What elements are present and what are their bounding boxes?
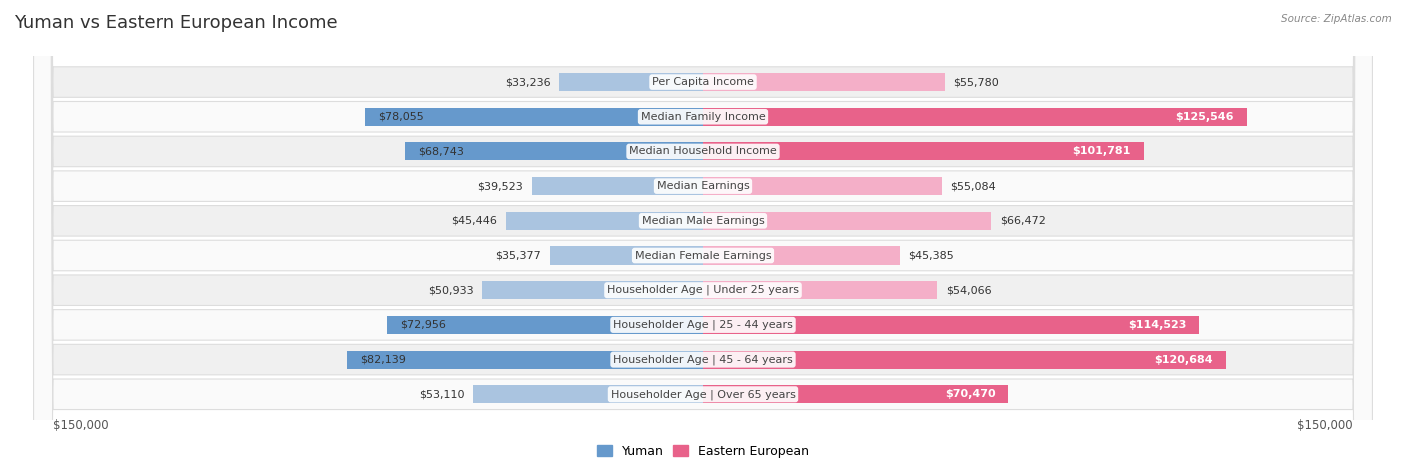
Text: $53,110: $53,110 bbox=[419, 389, 464, 399]
Bar bbox=[560, 73, 703, 91]
Text: $33,236: $33,236 bbox=[505, 77, 550, 87]
Bar bbox=[703, 281, 938, 299]
Text: $120,684: $120,684 bbox=[1154, 354, 1213, 365]
Text: Median Family Income: Median Family Income bbox=[641, 112, 765, 122]
Text: Median Household Income: Median Household Income bbox=[628, 147, 778, 156]
FancyBboxPatch shape bbox=[34, 0, 1372, 467]
Bar bbox=[405, 142, 703, 161]
Bar bbox=[703, 177, 942, 195]
FancyBboxPatch shape bbox=[34, 0, 1372, 467]
Text: $125,546: $125,546 bbox=[1175, 112, 1234, 122]
Text: $150,000: $150,000 bbox=[53, 418, 108, 432]
Text: Householder Age | Under 25 years: Householder Age | Under 25 years bbox=[607, 285, 799, 296]
FancyBboxPatch shape bbox=[34, 0, 1372, 467]
Text: $72,956: $72,956 bbox=[399, 320, 446, 330]
Bar bbox=[703, 212, 991, 230]
Text: $68,743: $68,743 bbox=[418, 147, 464, 156]
Text: $50,933: $50,933 bbox=[427, 285, 474, 295]
Text: $101,781: $101,781 bbox=[1073, 147, 1130, 156]
Bar bbox=[506, 212, 703, 230]
Text: Householder Age | 45 - 64 years: Householder Age | 45 - 64 years bbox=[613, 354, 793, 365]
Bar bbox=[703, 385, 1008, 403]
Bar bbox=[703, 316, 1199, 334]
Bar bbox=[703, 351, 1226, 368]
Text: Yuman vs Eastern European Income: Yuman vs Eastern European Income bbox=[14, 14, 337, 32]
Text: Source: ZipAtlas.com: Source: ZipAtlas.com bbox=[1281, 14, 1392, 24]
Text: $55,084: $55,084 bbox=[950, 181, 995, 191]
FancyBboxPatch shape bbox=[34, 0, 1372, 467]
Text: $35,377: $35,377 bbox=[495, 250, 541, 261]
Bar bbox=[703, 73, 945, 91]
FancyBboxPatch shape bbox=[34, 0, 1372, 467]
Text: $78,055: $78,055 bbox=[378, 112, 423, 122]
Text: $54,066: $54,066 bbox=[946, 285, 991, 295]
Bar bbox=[550, 247, 703, 264]
Legend: Yuman, Eastern European: Yuman, Eastern European bbox=[596, 445, 810, 458]
Text: $150,000: $150,000 bbox=[1298, 418, 1353, 432]
FancyBboxPatch shape bbox=[34, 0, 1372, 467]
Text: $45,385: $45,385 bbox=[908, 250, 955, 261]
Bar bbox=[482, 281, 703, 299]
FancyBboxPatch shape bbox=[34, 0, 1372, 467]
FancyBboxPatch shape bbox=[34, 0, 1372, 467]
Text: $39,523: $39,523 bbox=[477, 181, 523, 191]
Text: Median Female Earnings: Median Female Earnings bbox=[634, 250, 772, 261]
Text: $114,523: $114,523 bbox=[1128, 320, 1187, 330]
Text: $45,446: $45,446 bbox=[451, 216, 498, 226]
Bar bbox=[703, 108, 1247, 126]
Text: $70,470: $70,470 bbox=[945, 389, 995, 399]
Text: $82,139: $82,139 bbox=[360, 354, 406, 365]
Text: Per Capita Income: Per Capita Income bbox=[652, 77, 754, 87]
Bar bbox=[703, 142, 1144, 161]
Text: $66,472: $66,472 bbox=[1000, 216, 1046, 226]
Text: Householder Age | 25 - 44 years: Householder Age | 25 - 44 years bbox=[613, 319, 793, 330]
Text: $55,780: $55,780 bbox=[953, 77, 1000, 87]
Bar bbox=[472, 385, 703, 403]
Text: Householder Age | Over 65 years: Householder Age | Over 65 years bbox=[610, 389, 796, 400]
Text: Median Male Earnings: Median Male Earnings bbox=[641, 216, 765, 226]
FancyBboxPatch shape bbox=[34, 0, 1372, 467]
Bar bbox=[364, 108, 703, 126]
Bar bbox=[387, 316, 703, 334]
Bar bbox=[531, 177, 703, 195]
FancyBboxPatch shape bbox=[34, 0, 1372, 467]
Bar bbox=[347, 351, 703, 368]
Text: Median Earnings: Median Earnings bbox=[657, 181, 749, 191]
Bar bbox=[703, 247, 900, 264]
